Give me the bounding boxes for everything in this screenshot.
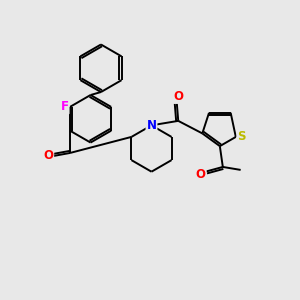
Text: F: F	[61, 100, 69, 113]
Text: O: O	[173, 90, 183, 103]
Text: O: O	[196, 168, 206, 181]
Text: O: O	[43, 149, 53, 162]
Text: N: N	[146, 119, 157, 132]
Text: S: S	[238, 130, 246, 143]
